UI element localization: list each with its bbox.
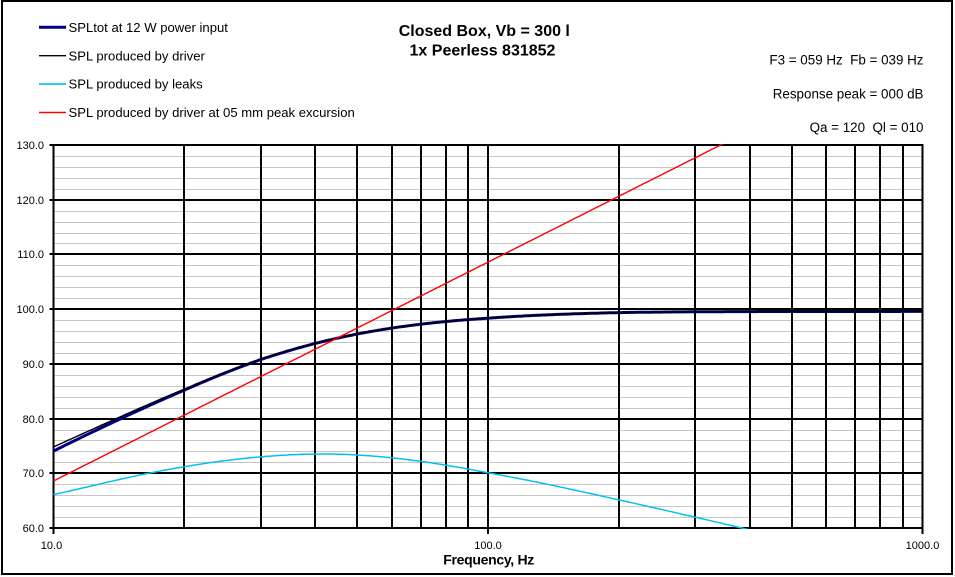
svg-text:SPLtot at 12 W power input: SPLtot at 12 W power input [69, 20, 229, 35]
svg-text:SPL produced by driver at 05 m: SPL produced by driver at 05 mm peak exc… [69, 105, 355, 120]
svg-text:130.0: 130.0 [16, 140, 44, 152]
svg-text:70.0: 70.0 [23, 468, 44, 480]
svg-text:80.0: 80.0 [23, 414, 44, 426]
svg-text:SPL produced by driver: SPL produced by driver [69, 48, 206, 63]
svg-text:Response peak = 000 dB: Response peak = 000 dB [773, 87, 924, 102]
svg-text:SPL produced by leaks: SPL produced by leaks [69, 77, 204, 92]
svg-text:F3 = 059 Hz Fb = 039 Hz: F3 = 059 Hz Fb = 039 Hz [769, 53, 923, 68]
svg-text:90.0: 90.0 [23, 359, 44, 371]
svg-text:Closed Box, Vb = 300 l: Closed Box, Vb = 300 l [399, 23, 570, 40]
svg-text:1000.0: 1000.0 [906, 540, 940, 552]
svg-text:1x Peerless 831852: 1x Peerless 831852 [410, 43, 556, 60]
svg-text:Frequency, Hz: Frequency, Hz [443, 552, 534, 568]
svg-text:10.0: 10.0 [41, 540, 62, 552]
svg-text:110.0: 110.0 [17, 249, 44, 261]
svg-text:100.0: 100.0 [474, 540, 502, 552]
svg-text:60.0: 60.0 [23, 523, 44, 535]
svg-text:Qa = 120 Ql = 010: Qa = 120 Ql = 010 [810, 120, 924, 135]
svg-text:100.0: 100.0 [16, 304, 44, 316]
svg-text:120.0: 120.0 [16, 195, 44, 207]
